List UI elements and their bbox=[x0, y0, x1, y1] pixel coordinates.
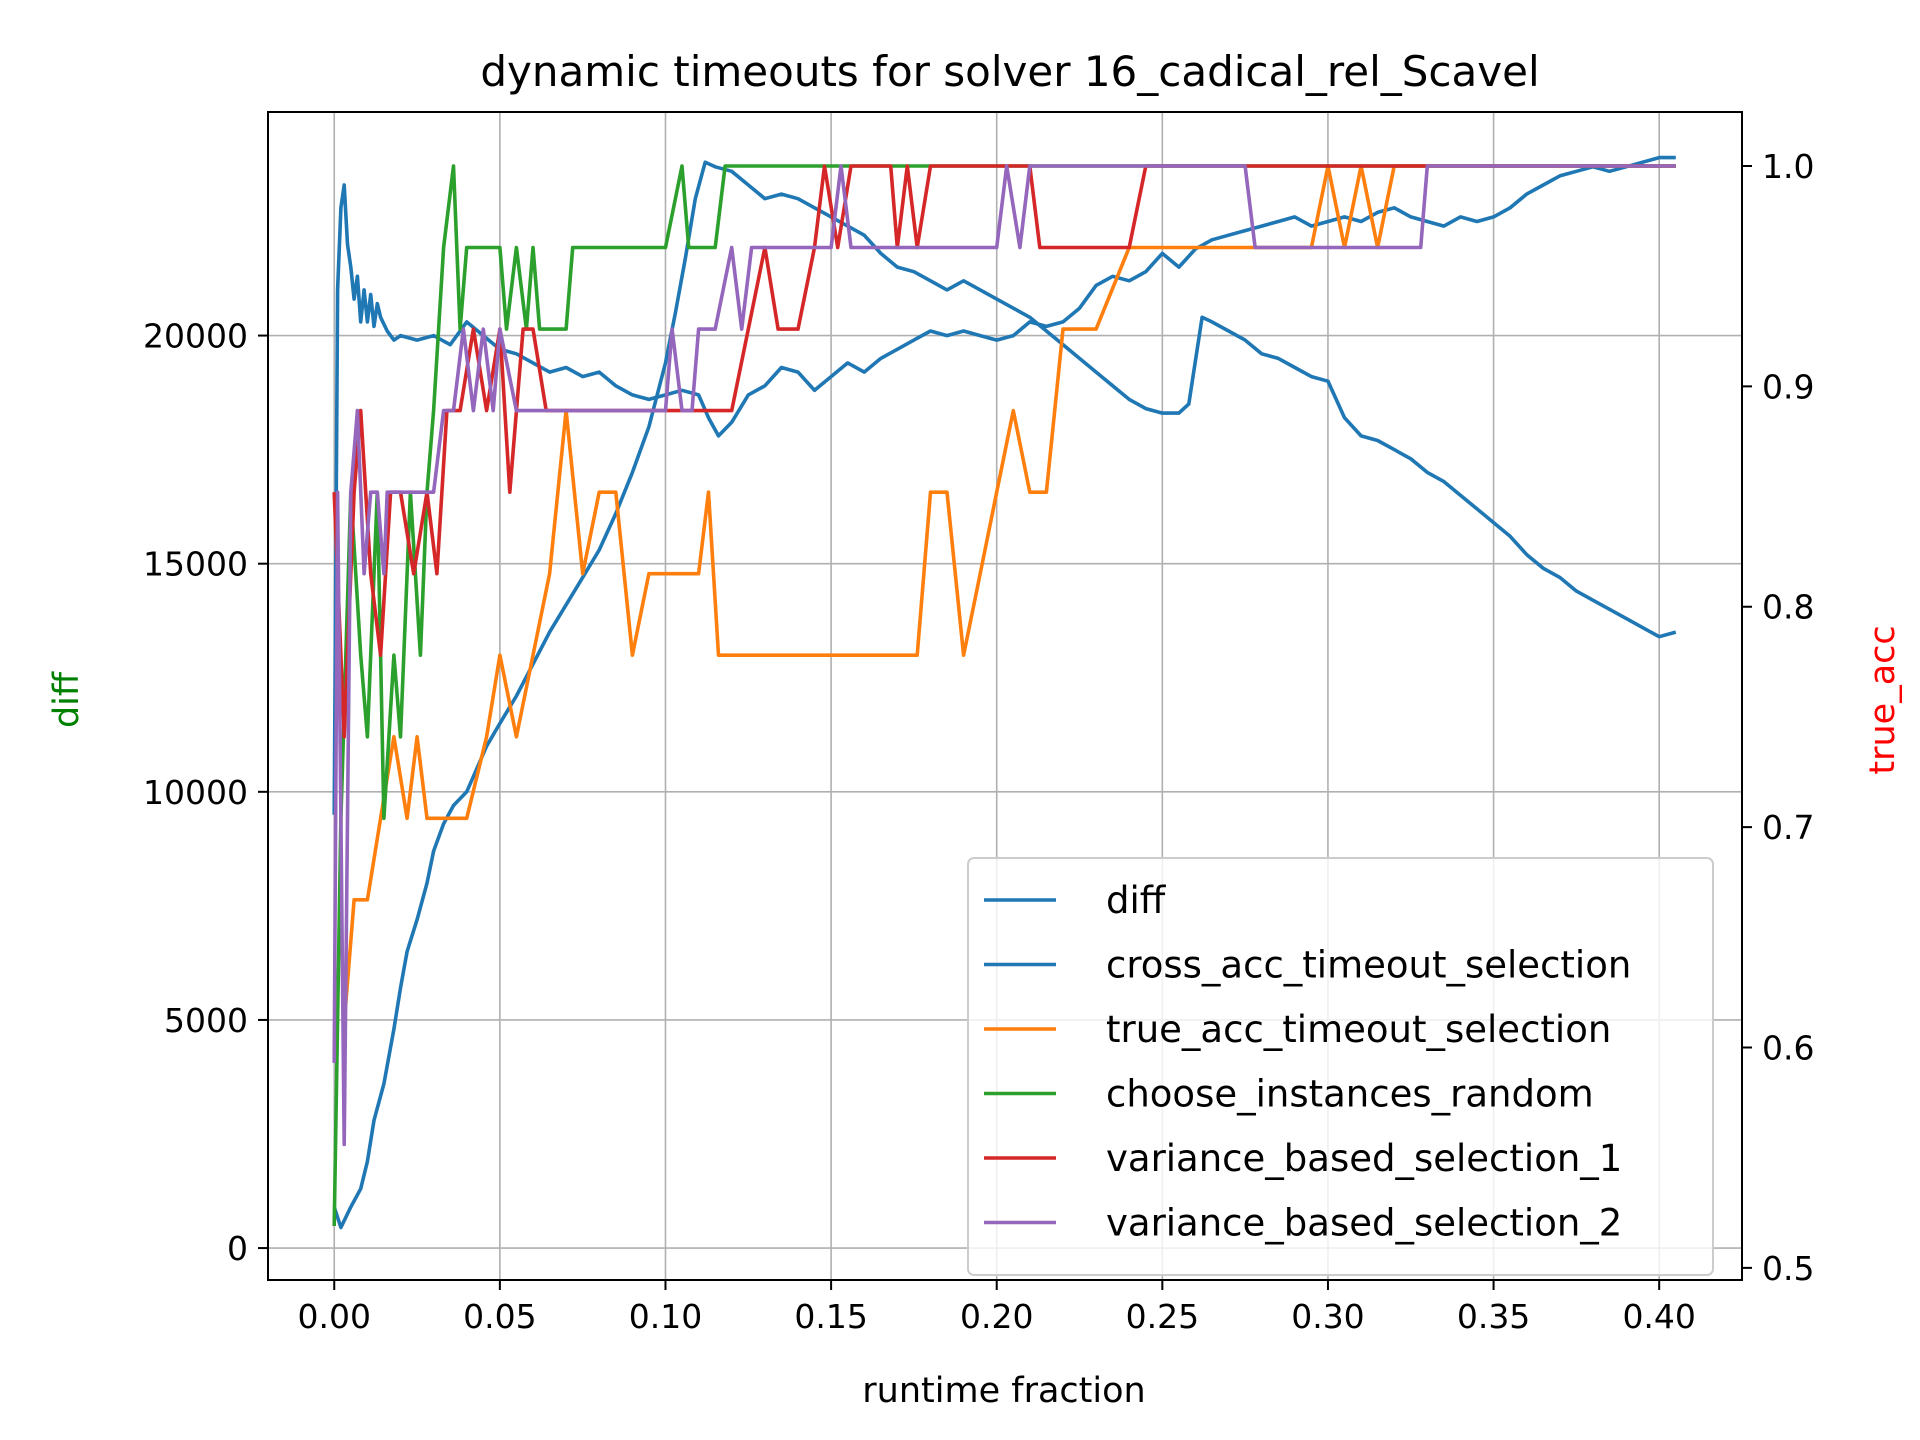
series-line-2 bbox=[342, 164, 1676, 1024]
x-tick-label: 0.35 bbox=[1457, 1297, 1530, 1336]
legend-label: choose_instances_random bbox=[1106, 1073, 1594, 1116]
x-tick-label: 0.25 bbox=[1126, 1297, 1199, 1336]
legend-box bbox=[967, 857, 1714, 1276]
x-tick-label: 0.15 bbox=[794, 1297, 867, 1336]
y-right-tick-label: 0.5 bbox=[1762, 1249, 1814, 1288]
y-left-tick-label: 10000 bbox=[143, 773, 248, 812]
plot-frame bbox=[267, 111, 1743, 1281]
series-layer bbox=[332, 155, 1677, 1230]
y-axis-right: 0.5 0.6 0.7 0.8 0.9 1.0 bbox=[1742, 147, 1814, 1288]
x-tick-label: 0.40 bbox=[1622, 1297, 1695, 1336]
x-tick-label: 0.05 bbox=[463, 1297, 536, 1336]
legend-label: cross_acc_timeout_selection bbox=[1106, 944, 1631, 987]
series-line-5 bbox=[332, 164, 1676, 1147]
series-line-0 bbox=[332, 155, 1676, 815]
series-line-1 bbox=[332, 160, 1677, 1230]
y-left-tick-label: 5000 bbox=[164, 1001, 248, 1040]
x-tick-label: 0.00 bbox=[298, 1297, 371, 1336]
y-left-tick-label: 15000 bbox=[143, 545, 248, 584]
x-tick-label: 0.30 bbox=[1291, 1297, 1364, 1336]
y-left-tick-label: 0 bbox=[227, 1229, 248, 1268]
y-right-tick-label: 1.0 bbox=[1762, 147, 1814, 186]
y-right-tick-label: 0.6 bbox=[1762, 1029, 1814, 1068]
y-axis-right-label: true_acc bbox=[1863, 625, 1903, 774]
x-tick-label: 0.20 bbox=[960, 1297, 1033, 1336]
series-line-3 bbox=[332, 164, 1676, 1227]
legend-label: variance_based_selection_1 bbox=[1106, 1137, 1622, 1180]
y-axis-left: 0 5000 10000 15000 20000 bbox=[143, 317, 268, 1268]
y-right-tick-label: 0.9 bbox=[1762, 367, 1814, 406]
x-axis-label: runtime fraction bbox=[862, 1371, 1145, 1411]
y-right-tick-label: 0.7 bbox=[1762, 808, 1814, 847]
legend-label: true_acc_timeout_selection bbox=[1106, 1008, 1611, 1051]
legend-label: variance_based_selection_2 bbox=[1106, 1202, 1622, 1245]
y-right-tick-label: 0.8 bbox=[1762, 588, 1814, 627]
x-axis: 0.00 0.05 0.10 0.15 0.20 0.25 0.30 0.35 0.40 bbox=[298, 1280, 1696, 1336]
legend: diff cross_acc_timeout_selection true_acc_… bbox=[967, 857, 1714, 1276]
x-tick-label: 0.10 bbox=[629, 1297, 702, 1336]
legend-label: diff bbox=[1106, 879, 1167, 922]
y-axis-left-label: diff bbox=[47, 671, 87, 728]
chart-title: dynamic timeouts for solver 16_cadical_r… bbox=[480, 47, 1539, 96]
y-left-tick-label: 20000 bbox=[143, 317, 248, 356]
